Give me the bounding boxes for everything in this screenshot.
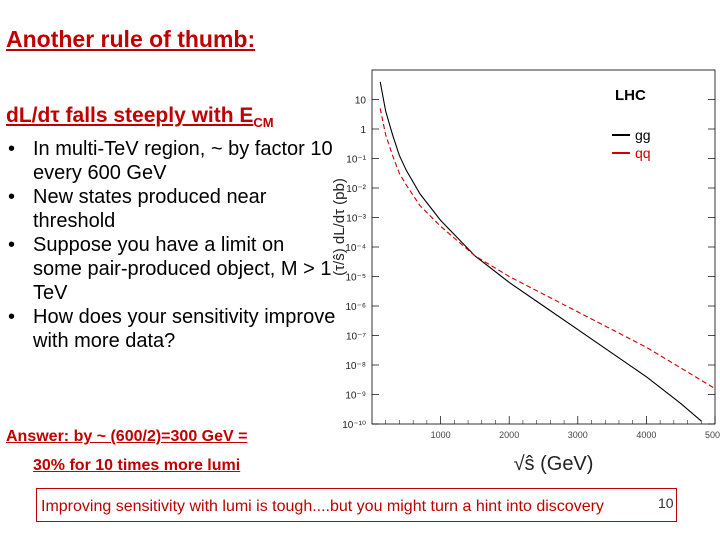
x-tick-label: 3000 <box>568 430 588 440</box>
y-tick-label: 10⁻¹ <box>346 155 366 166</box>
y-tick-label: 10 <box>355 96 367 107</box>
bullet-item: • In multi-TeV region, ~ by factor 10 eve… <box>6 137 338 185</box>
plot-frame <box>371 69 716 425</box>
chart-annotation: LHC <box>615 87 646 104</box>
answer-text: Answer: by ~ (600/2)=300 GeV = 30% for 1… <box>6 422 247 480</box>
series-line-qq <box>379 108 716 390</box>
subheading-text: dL/dτ falls steeply with E <box>6 104 254 127</box>
x-tick-label: 2000 <box>499 430 519 440</box>
y-axis-label: (τ/ŝ) dL/dτ (pb) <box>331 178 348 276</box>
page-number: 10 <box>658 495 674 511</box>
bullet-item: • How does your sensitivity improve with … <box>6 305 338 353</box>
slide-title: Another rule of thumb: <box>6 26 256 52</box>
x-tick-label: 1000 <box>431 430 451 440</box>
y-tick-label: 10⁻⁵ <box>345 273 366 284</box>
y-tick-label: 1 <box>360 125 366 136</box>
y-tick-label: 10⁻⁷ <box>346 332 366 343</box>
subheading: dL/dτ falls steeply with ECM <box>6 104 274 130</box>
bullet-text: How does your sensitivity improve with m… <box>33 306 336 352</box>
y-tick-label: 10⁻⁴ <box>345 243 366 254</box>
subheading-subscript: CM <box>253 115 274 131</box>
x-tick-label: 5000 <box>705 430 720 440</box>
bullet-dot: • <box>8 306 16 328</box>
legend-label-gg: gg <box>635 127 651 143</box>
y-tick-label: 10⁻⁸ <box>345 361 366 372</box>
luminosity-chart: 10 1 10⁻¹ 10⁻² 10⁻³ 10⁻⁴ 10⁻⁵ 10⁻⁶ 10⁻⁷ 10⁻⁸ 10⁻⁹ 1… <box>331 69 720 475</box>
y-tick-label: 10⁻⁶ <box>345 302 366 313</box>
answer-line-1: Answer: by ~ (600/2)=300 GeV = <box>6 428 248 445</box>
bullet-text: New states produced near threshold <box>33 186 267 232</box>
bullet-dot: • <box>8 186 16 208</box>
bullet-item: • New states produced near threshold <box>6 185 338 233</box>
bullet-dot: • <box>8 138 16 160</box>
bullet-text: In multi-TeV region, ~ by factor 10 ever… <box>33 138 333 184</box>
y-tick-label: 10⁻² <box>346 184 366 195</box>
bullet-list: • In multi-TeV region, ~ by factor 10 eve… <box>6 137 338 353</box>
footer-text: Improving sensitivity with lumi is tough… <box>41 498 604 515</box>
y-tick-label: 10⁻⁹ <box>345 391 366 402</box>
answer-line-2: 30% for 10 times more lumi <box>33 457 241 474</box>
y-tick-label: 10⁻³ <box>346 214 366 225</box>
series-line-gg <box>379 81 702 422</box>
x-tick-label: 4000 <box>636 430 656 440</box>
bullet-text: Suppose you have a limit on some pair-pr… <box>33 234 332 304</box>
bullet-dot: • <box>8 234 16 256</box>
footer-box: Improving sensitivity with lumi is tough… <box>36 488 677 522</box>
legend-label-qq: qq <box>635 145 651 161</box>
bullet-item: • Suppose you have a limit on some pair-p… <box>6 233 338 305</box>
y-tick-label: 10⁻¹⁰ <box>342 420 366 431</box>
x-axis-label: √ŝ (GeV) <box>514 453 594 475</box>
